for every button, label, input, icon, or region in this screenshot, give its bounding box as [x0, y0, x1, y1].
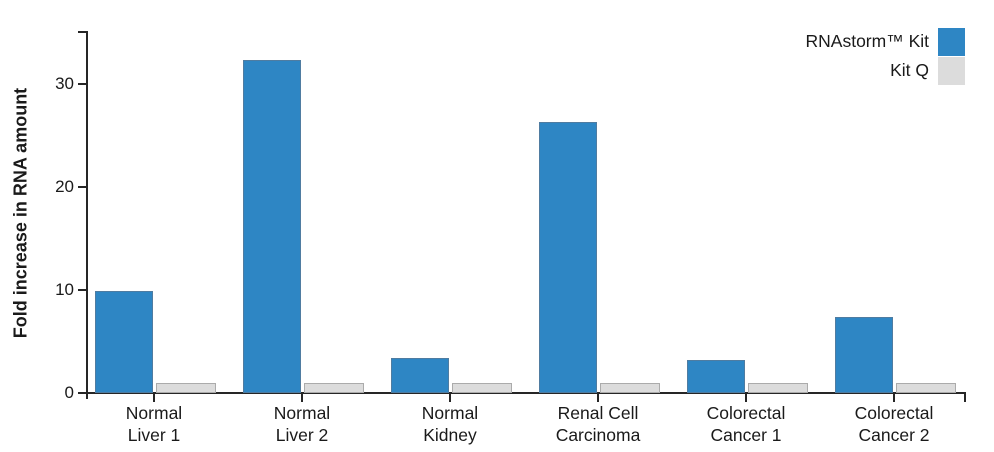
y-tick-label: 10 [55, 279, 74, 299]
x-category-label: Renal Cell Carcinoma [555, 403, 641, 445]
x-axis-end-tick [964, 394, 966, 402]
x-tick-mark [893, 394, 895, 402]
y-tick-label: 20 [55, 176, 74, 196]
y-tick-mark [78, 288, 88, 291]
y-tick-mark [78, 392, 88, 394]
x-tick-mark [153, 394, 155, 402]
legend-item-rnastorm-kit: RNAstorm™ Kit [806, 27, 965, 56]
bar-segment [304, 383, 364, 393]
y-tick-mark [78, 185, 88, 188]
bar-segment [539, 122, 597, 393]
x-tick-mark [449, 394, 451, 402]
bar-segment [687, 360, 745, 393]
bar-segment [156, 383, 216, 393]
legend-swatch-rnastorm-kit [938, 27, 965, 56]
x-category-label: Colorectal Cancer 1 [706, 403, 786, 445]
y-tick-label: 30 [55, 73, 74, 93]
bar-segment [600, 383, 660, 393]
bar-segment [896, 383, 956, 393]
bar-segment [95, 291, 153, 393]
bar-segment [748, 383, 808, 393]
y-tick-label: 0 [64, 383, 74, 402]
x-category-label: Normal Liver 1 [125, 403, 183, 445]
y-axis-end-tick [78, 31, 88, 33]
x-category-label: Normal Liver 2 [273, 403, 331, 445]
bar-segment [452, 383, 512, 393]
x-category-label: Colorectal Cancer 2 [854, 403, 934, 445]
x-tick-mark [597, 394, 599, 402]
x-tick-mark [301, 394, 303, 402]
x-tick-mark [745, 394, 747, 402]
bar-segment [243, 60, 301, 393]
y-axis-line [86, 31, 88, 399]
x-category-label: Normal Kidney [421, 403, 479, 445]
x-axis-line [86, 392, 966, 394]
y-tick-mark [78, 82, 88, 85]
legend-label-kit-q: Kit Q [890, 60, 929, 80]
bar-segment [391, 358, 449, 393]
bar-segment [835, 317, 893, 393]
legend: RNAstorm™ Kit Kit Q [806, 27, 965, 85]
legend-label-rnastorm-kit: RNAstorm™ Kit [805, 31, 929, 51]
legend-item-kit-q: Kit Q [806, 56, 965, 85]
y-axis-title: Fold increase in RNA amount [10, 87, 31, 339]
legend-swatch-kit-q [938, 56, 965, 85]
